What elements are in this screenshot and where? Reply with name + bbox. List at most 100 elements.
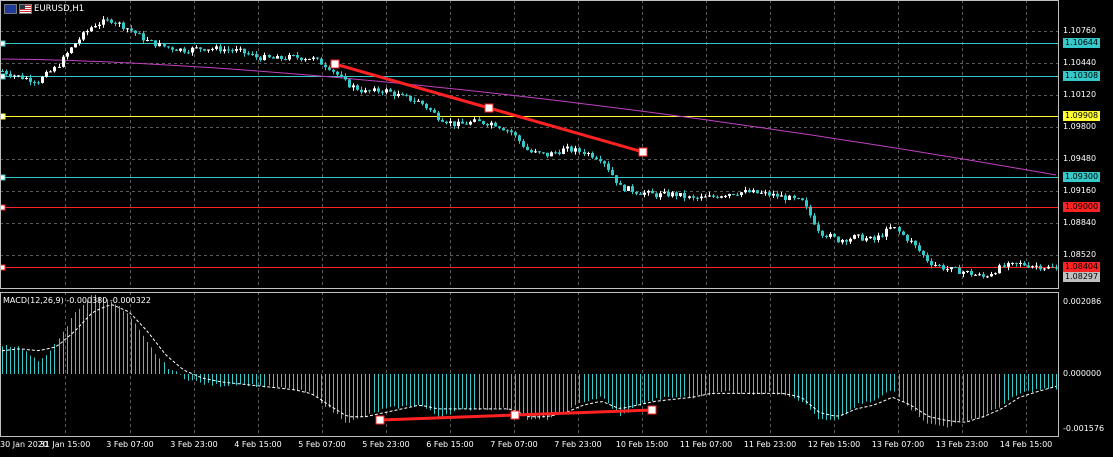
symbol-label: EURUSD,H1 <box>34 4 85 14</box>
candle-body <box>720 196 723 198</box>
candle-body <box>651 190 654 194</box>
candle-body <box>898 227 901 232</box>
time-tick-label: 6 Feb 15:00 <box>426 440 474 449</box>
symbol-title: EURUSD,H1 <box>4 3 84 15</box>
candle-body <box>296 55 299 58</box>
candle-body <box>86 31 89 33</box>
trendline-handle <box>330 59 340 69</box>
candle-body <box>780 195 783 197</box>
level-price-tag[interactable]: 1.08404 <box>1063 262 1101 272</box>
candle-body <box>1015 262 1018 264</box>
candle-body <box>118 22 121 24</box>
candle-body <box>885 228 888 237</box>
candle-body <box>154 40 157 47</box>
candle-body <box>332 69 335 72</box>
candle-body <box>599 159 602 162</box>
candle-body <box>45 71 48 77</box>
candle-body <box>207 49 210 51</box>
candle-body <box>986 276 989 278</box>
candle-body <box>942 265 945 270</box>
candle-body <box>615 175 618 183</box>
candle-body <box>413 100 416 102</box>
candle-body <box>708 195 711 197</box>
candle-body <box>5 71 8 74</box>
candle-body <box>247 53 250 55</box>
candle-body <box>490 122 493 126</box>
candle-body <box>607 163 610 170</box>
price-trendline[interactable] <box>330 59 648 157</box>
candle-body <box>813 215 816 225</box>
candle-body <box>849 238 852 242</box>
candle-body <box>1043 268 1046 270</box>
candle-body <box>784 195 787 200</box>
candle-body <box>889 227 892 229</box>
candle-body <box>360 89 363 93</box>
candle-body <box>869 236 872 239</box>
candle-body <box>534 151 537 153</box>
level-anchor <box>0 113 6 120</box>
candle-body <box>276 56 279 59</box>
candle-body <box>482 121 485 124</box>
candle-body <box>13 75 16 77</box>
candle-body <box>1003 265 1006 267</box>
candlestick-series <box>1 16 1058 279</box>
us-flag-icon <box>19 4 32 14</box>
candle-body <box>683 192 686 198</box>
candle-body <box>183 48 186 53</box>
candle-body <box>146 40 149 42</box>
candle-body <box>688 196 691 198</box>
candle-body <box>364 90 367 93</box>
candle-body <box>809 206 812 216</box>
candle-body <box>114 22 117 24</box>
level-price-tag[interactable]: 1.09300 <box>1063 172 1101 182</box>
level-price-tag[interactable]: 1.10644 <box>1063 38 1101 48</box>
trendline-handle <box>484 103 494 113</box>
candle-body <box>441 119 444 122</box>
candle-body <box>623 184 626 192</box>
candle-body <box>175 49 178 51</box>
candle-body <box>352 85 355 88</box>
candle-body <box>239 48 242 50</box>
candle-body <box>191 47 194 53</box>
candle-body <box>373 88 376 92</box>
macd-trendline-handle <box>375 415 385 425</box>
time-tick-label: 7 Feb 07:00 <box>490 440 538 449</box>
candle-body <box>74 43 77 48</box>
candle-body <box>344 76 347 80</box>
candle-body <box>1011 262 1014 264</box>
candle-body <box>1051 266 1054 268</box>
candle-body <box>902 231 905 235</box>
candle-body <box>994 273 997 275</box>
candle-body <box>417 100 420 102</box>
macd-trendline[interactable] <box>375 405 657 425</box>
level-lines[interactable] <box>0 40 1058 271</box>
candle-body <box>982 274 985 277</box>
price-pane-border <box>0 0 1059 289</box>
candle-body <box>312 57 315 59</box>
candle-body <box>461 121 464 124</box>
candle-body <box>41 76 44 83</box>
candle-body <box>550 152 553 157</box>
level-price-tag[interactable]: 1.10308 <box>1063 71 1101 81</box>
level-anchor <box>0 204 6 211</box>
candle-body <box>667 191 670 197</box>
price-tick-label: 1.09160 <box>1063 186 1097 195</box>
candle-body <box>554 152 557 154</box>
candle-body <box>288 54 291 60</box>
candle-body <box>163 43 166 47</box>
candle-body <box>1023 262 1026 266</box>
candle-body <box>401 93 404 95</box>
candle-body <box>130 28 133 31</box>
candle-body <box>94 26 97 28</box>
candle-body <box>764 192 767 194</box>
candle-body <box>348 79 351 88</box>
candle-body <box>825 235 828 237</box>
candle-body <box>17 75 20 77</box>
level-price-tag[interactable]: 1.09908 <box>1063 111 1101 121</box>
candle-body <box>425 103 428 109</box>
candle-body <box>922 250 925 255</box>
candle-body <box>405 94 408 96</box>
level-price-tag[interactable]: 1.09000 <box>1063 202 1101 212</box>
macd-pane-border <box>0 292 1059 437</box>
